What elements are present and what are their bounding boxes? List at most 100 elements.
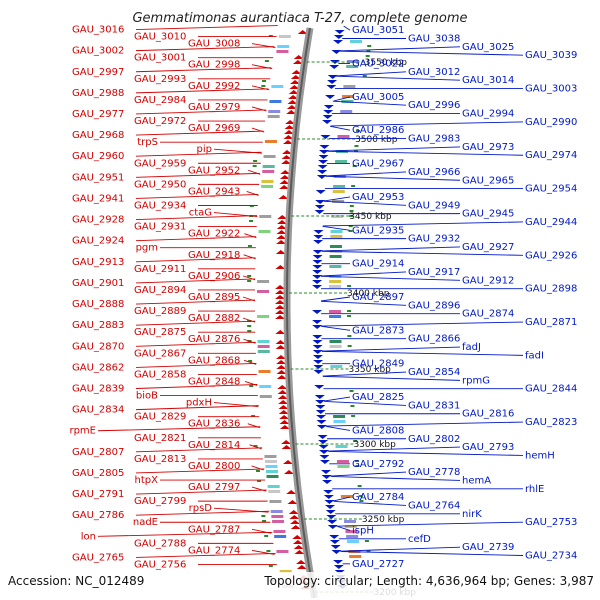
left-strand-arrow bbox=[276, 240, 287, 244]
gene-label-left: GAU_2972 bbox=[134, 116, 186, 127]
gene-label-right: GAU_2784 bbox=[352, 492, 404, 503]
leader-line-right bbox=[343, 25, 351, 31]
left-strand-arrow bbox=[290, 520, 301, 524]
feature-block bbox=[264, 460, 277, 463]
gene-label-left: GAU_2918 bbox=[188, 250, 240, 261]
right-strand-arrow bbox=[313, 235, 324, 239]
left-strand-arrow bbox=[275, 250, 286, 254]
gene-label-left: GAU_2988 bbox=[72, 88, 124, 99]
track-tick bbox=[248, 220, 253, 222]
leader-line-right bbox=[332, 496, 351, 502]
leader-line-left bbox=[135, 384, 258, 389]
gene-label-left: GAU_2931 bbox=[134, 222, 186, 233]
leader-line-right bbox=[324, 196, 351, 202]
gene-label-right: GAU_2966 bbox=[408, 167, 460, 178]
gene-label-left: nadE bbox=[133, 517, 158, 528]
left-strand-arrow bbox=[292, 60, 303, 64]
feature-block bbox=[329, 245, 342, 248]
leader-line-left bbox=[135, 362, 257, 368]
gene-label-left: GAU_2787 bbox=[188, 524, 240, 535]
left-strand-arrow bbox=[275, 295, 286, 299]
left-strand-arrow bbox=[287, 500, 298, 504]
track-tick bbox=[252, 165, 257, 167]
track-tick bbox=[350, 405, 355, 407]
leader-line-right bbox=[322, 225, 351, 231]
right-strand-arrow bbox=[333, 40, 344, 44]
track-tick bbox=[364, 540, 369, 542]
left-strand-arrow bbox=[292, 540, 303, 544]
feature-block bbox=[259, 215, 272, 218]
track-tick bbox=[247, 330, 252, 332]
gene-label-left: GAU_2998 bbox=[188, 60, 240, 71]
gene-label-left: GAU_2952 bbox=[188, 165, 240, 176]
track-tick bbox=[262, 80, 267, 82]
gene-label-right: GAU_2927 bbox=[462, 242, 514, 253]
left-strand-arrow bbox=[283, 130, 294, 134]
gene-label-left: GAU_2984 bbox=[134, 95, 186, 106]
gene-label-right: GAU_2816 bbox=[462, 409, 514, 420]
right-strand-arrow bbox=[333, 35, 344, 39]
gene-label-right: GAU_2792 bbox=[352, 459, 404, 470]
leader-line-right bbox=[327, 446, 461, 452]
leader-line-left bbox=[135, 489, 267, 495]
track-tick bbox=[347, 335, 352, 337]
track-tick bbox=[347, 285, 352, 287]
right-strand-arrow bbox=[322, 115, 333, 119]
left-strand-arrow bbox=[293, 545, 304, 549]
track-tick bbox=[348, 225, 353, 227]
track-tick bbox=[349, 210, 354, 212]
gene-label-right: GAU_2914 bbox=[352, 259, 404, 270]
right-strand-arrow bbox=[315, 410, 326, 414]
left-strand-arrow bbox=[288, 90, 299, 94]
left-strand-arrow bbox=[280, 170, 291, 174]
backbone-core bbox=[286, 27, 316, 599]
feature-block bbox=[270, 510, 283, 513]
right-strand-arrow bbox=[312, 355, 323, 359]
left-strand-arrow bbox=[275, 310, 286, 314]
gene-label-left: GAU_2836 bbox=[188, 419, 240, 430]
leader-line-left bbox=[135, 510, 270, 516]
gene-label-right: GAU_2734 bbox=[525, 550, 577, 561]
feature-block bbox=[329, 265, 342, 268]
leader-line-right bbox=[321, 271, 407, 277]
track-tick bbox=[247, 245, 252, 247]
gene-label-left: GAU_2862 bbox=[72, 362, 124, 373]
gene-label-left: GAU_3016 bbox=[72, 25, 124, 36]
kbp-marker-label: 3400 kbp bbox=[347, 289, 390, 299]
gene-label-right: GAU_2778 bbox=[408, 467, 460, 478]
gene-label-left: GAU_3002 bbox=[72, 46, 124, 57]
gene-label-right: GAU_2874 bbox=[462, 309, 514, 320]
gene-label-left: GAU_2834 bbox=[72, 405, 124, 416]
gene-label-left: GAU_2829 bbox=[134, 412, 186, 423]
gene-label-right: GAU_3014 bbox=[462, 75, 514, 86]
leader-line-right bbox=[336, 521, 524, 527]
gene-label-right: GAU_2727 bbox=[352, 559, 404, 570]
gene-label-left: GAU_2868 bbox=[188, 355, 240, 366]
leader-line-right bbox=[337, 71, 407, 77]
left-strand-arrow bbox=[285, 120, 296, 124]
feature-block bbox=[337, 465, 350, 468]
gene-label-right: cefD bbox=[408, 534, 431, 545]
feature-block bbox=[337, 135, 350, 138]
feature-block bbox=[278, 35, 291, 38]
gene-label-right: GAU_2753 bbox=[525, 517, 577, 528]
leader-line-right bbox=[339, 50, 524, 56]
right-strand-arrow bbox=[318, 155, 329, 159]
accession-label: Accession: NC_012489 bbox=[8, 574, 144, 588]
track-tick bbox=[247, 275, 252, 277]
right-strand-arrow bbox=[320, 470, 331, 474]
gene-label-right: GAU_2896 bbox=[408, 300, 460, 311]
right-strand-arrow bbox=[322, 480, 333, 484]
leader-line-left bbox=[135, 278, 256, 284]
gene-label-left: GAU_2788 bbox=[134, 538, 186, 549]
leader-line-right bbox=[332, 100, 407, 106]
right-strand-arrow bbox=[324, 500, 335, 504]
feature-block bbox=[258, 370, 271, 373]
track-tick bbox=[349, 205, 354, 207]
right-strand-arrow bbox=[312, 325, 323, 329]
leader-line-left bbox=[135, 46, 275, 52]
gene-label-left: GAU_2867 bbox=[134, 348, 186, 359]
gene-label-left: GAU_2901 bbox=[72, 278, 124, 289]
gene-label-left: GAU_2960 bbox=[72, 151, 124, 162]
gene-label-left: GAU_2821 bbox=[134, 433, 186, 444]
